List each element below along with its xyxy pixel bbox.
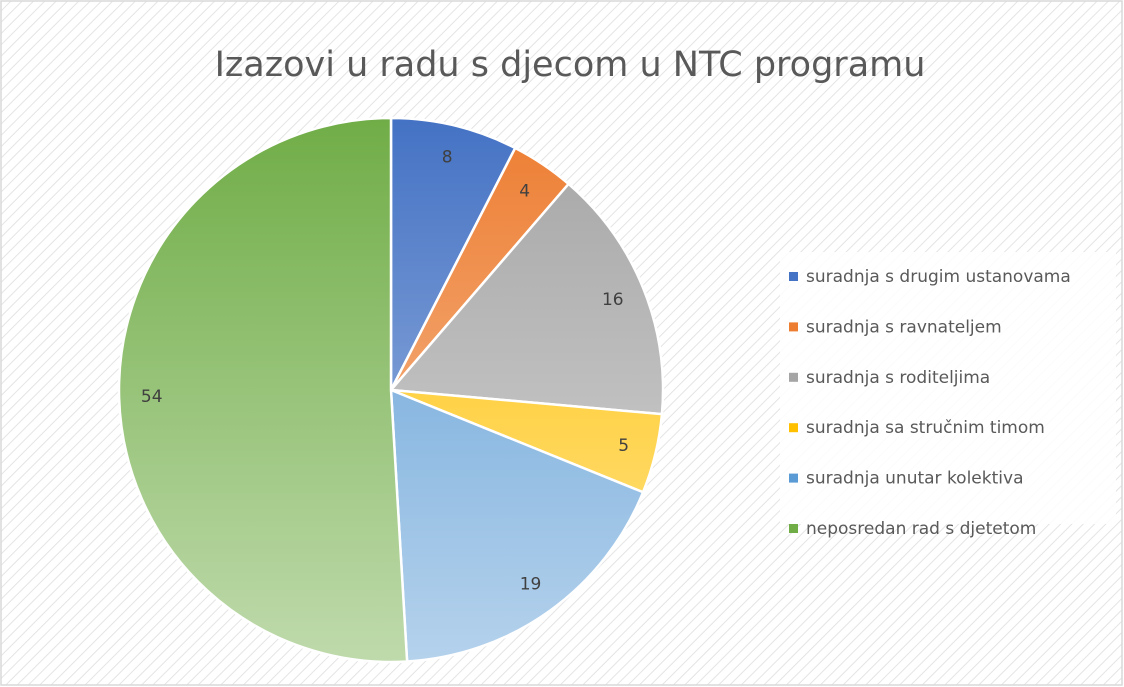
pie-slice: [389, 388, 645, 663]
legend-label: neposredan rad s djetetom: [806, 519, 1036, 539]
legend-marker: [789, 272, 798, 281]
legend-marker: [789, 372, 798, 382]
chart-title: Izazovi u radu s djecom u NTC programu: [215, 45, 926, 85]
legend-label: suradnja unutar kolektiva: [806, 469, 1023, 489]
legend-label: suradnja s roditeljima: [806, 368, 990, 388]
legend-marker: [789, 322, 798, 332]
pie-slice: [389, 116, 517, 391]
legend-box: [780, 252, 1116, 524]
legend-label: suradnja sa stručnim timom: [806, 418, 1045, 438]
data-label: 54: [141, 387, 163, 407]
data-label: 19: [520, 574, 542, 594]
legend-marker: [789, 423, 798, 433]
legend-marker: [789, 524, 798, 533]
data-label: 5: [618, 436, 629, 456]
legend-label: suradnja s drugim ustanovama: [806, 267, 1071, 287]
legend-marker: [789, 473, 798, 483]
data-label: 8: [442, 147, 453, 167]
legend-label: suradnja s ravnateljem: [806, 317, 1002, 337]
pie-slice: [388, 182, 665, 416]
data-label: 4: [519, 181, 530, 201]
data-label: 16: [602, 290, 624, 310]
pie-slice: [117, 116, 409, 664]
